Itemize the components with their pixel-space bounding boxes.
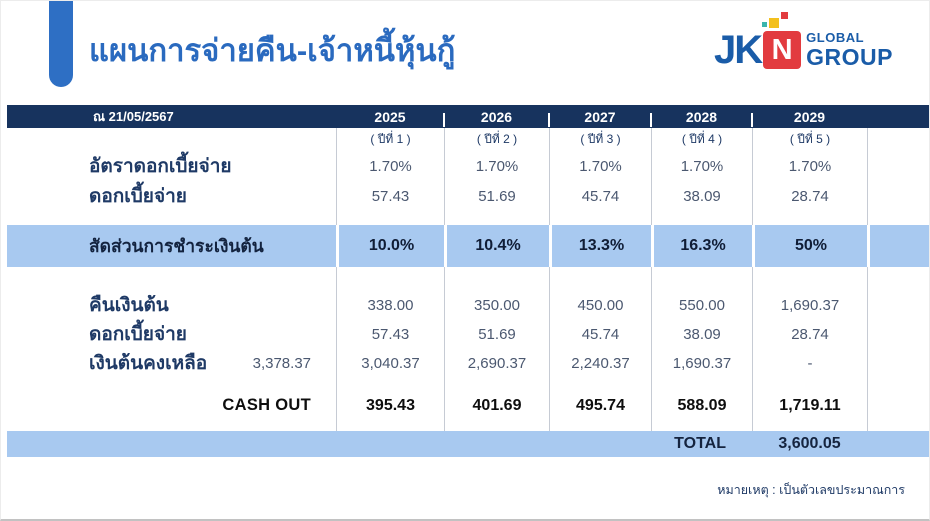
cell-value: 450.00 bbox=[577, 297, 624, 314]
repayment-table: ณ 21/05/2567 2025 2026 2027 2028 2029 ( … bbox=[7, 105, 929, 457]
cell-value: 1.70% bbox=[475, 158, 519, 175]
cell-value: 338.00 bbox=[367, 297, 414, 314]
cell-value: 350.00 bbox=[474, 297, 520, 314]
year-subtitle-5: ( ปีที่ 5 ) bbox=[789, 132, 831, 146]
row-principal-ratio-highlight: สัดส่วนการชำระเงินต้น 10.0% 10.4% 13.3% … bbox=[7, 225, 929, 267]
total-label: TOTAL bbox=[674, 435, 726, 452]
cell-value: 2,690.37 bbox=[467, 355, 527, 372]
opening-balance-value: 3,378.37 bbox=[252, 355, 311, 372]
year-subtitle-3: ( ปีที่ 3 ) bbox=[580, 132, 621, 146]
year-header-2026: 2026 bbox=[443, 109, 549, 127]
row-label: คืนเงินต้น bbox=[89, 294, 169, 316]
logo-pixel-red-icon bbox=[781, 12, 789, 19]
cell-value: 1.70% bbox=[369, 158, 412, 175]
row-label: CASH OUT bbox=[222, 396, 311, 414]
filler-cell bbox=[867, 320, 929, 349]
logo-pixel-teal-icon bbox=[762, 22, 768, 27]
year-subtitle-row: ( ปีที่ 1 ) ( ปีที่ 2 ) ( ปีที่ 3 ) ( ปี… bbox=[7, 128, 929, 151]
row-label: ดอกเบี้ยจ่าย bbox=[89, 185, 187, 207]
spacer-row bbox=[7, 378, 929, 390]
cell-value: 38.09 bbox=[683, 188, 721, 205]
jkn-global-group-logo: JK N GLOBAL GROUP bbox=[714, 12, 893, 72]
row-total: TOTAL 3,600.05 bbox=[7, 431, 929, 457]
title-accent-bar bbox=[49, 1, 73, 87]
cell-value: 45.74 bbox=[581, 326, 620, 343]
cell-value: 50% bbox=[794, 237, 828, 254]
spacer-row bbox=[7, 267, 929, 291]
cell-value: 28.74 bbox=[791, 188, 829, 205]
cell-value: 51.69 bbox=[478, 326, 516, 343]
row-interest-paid-2: ดอกเบี้ยจ่าย 57.43 51.69 45.74 38.09 28.… bbox=[7, 320, 929, 349]
year-header-2028: 2028 bbox=[650, 109, 752, 127]
cell-value: 1,719.11 bbox=[779, 396, 841, 414]
cell-value: 57.43 bbox=[371, 188, 410, 205]
cell-value: 1,690.37 bbox=[780, 297, 840, 314]
row-label: เงินต้นคงเหลือ bbox=[89, 352, 208, 374]
row-principal-return: คืนเงินต้น 338.00 350.00 450.00 550.00 1… bbox=[7, 291, 929, 320]
as-of-date: ณ 21/05/2567 bbox=[93, 109, 174, 124]
cell-value: 10.4% bbox=[475, 237, 521, 254]
table-header-row: ณ 21/05/2567 2025 2026 2027 2028 2029 bbox=[7, 105, 929, 128]
cell-value: 395.43 bbox=[366, 396, 415, 414]
cell-value: 1.70% bbox=[680, 158, 724, 175]
subtitle-spacer bbox=[7, 128, 336, 151]
cell-value: 495.74 bbox=[576, 396, 625, 414]
cell-value: - bbox=[807, 355, 813, 372]
logo-jk-text: JK bbox=[714, 28, 763, 72]
cell-value: 10.0% bbox=[368, 237, 415, 254]
footnote: หมายเหตุ : เป็นตัวเลขประมาณการ bbox=[717, 483, 905, 497]
spacer-row bbox=[7, 421, 929, 431]
cell-value: 38.09 bbox=[683, 326, 721, 343]
cell-value: 28.74 bbox=[791, 326, 829, 343]
row-label: อัตราดอกเบี้ยจ่าย bbox=[89, 155, 232, 177]
logo-global-text: GLOBAL bbox=[806, 30, 865, 45]
spacer-row bbox=[7, 211, 929, 225]
year-header-2027: 2027 bbox=[548, 109, 651, 127]
year-header-2025: 2025 bbox=[374, 108, 406, 125]
filler-cell bbox=[867, 225, 929, 267]
row-label: สัดส่วนการชำระเงินต้น bbox=[89, 236, 264, 256]
cell-value: 2,240.37 bbox=[571, 355, 630, 372]
cell-value: 588.09 bbox=[677, 396, 727, 414]
row-interest-paid: ดอกเบี้ยจ่าย 57.43 51.69 45.74 38.09 28.… bbox=[7, 182, 929, 211]
total-value: 3,600.05 bbox=[778, 435, 841, 452]
row-label: ดอกเบี้ยจ่าย bbox=[89, 323, 187, 345]
logo-group-text: GROUP bbox=[806, 44, 893, 70]
cell-value: 3,040.37 bbox=[361, 355, 420, 372]
year-subtitle-1: ( ปีที่ 1 ) bbox=[370, 132, 411, 146]
logo-n-badge: N bbox=[763, 31, 802, 69]
year-header-2029: 2029 bbox=[751, 109, 867, 127]
year-subtitle-2: ( ปีที่ 2 ) bbox=[476, 132, 518, 146]
row-principal-remaining: เงินต้นคงเหลือ 3,378.37 3,040.37 2,690.3… bbox=[7, 349, 929, 378]
filler-cell bbox=[867, 182, 929, 211]
cell-value: 45.74 bbox=[581, 188, 620, 205]
logo-pixel-yellow-icon bbox=[769, 18, 780, 28]
row-interest-rate: อัตราดอกเบี้ยจ่าย 1.70% 1.70% 1.70% 1.70… bbox=[7, 151, 929, 182]
filler-cell bbox=[867, 390, 929, 421]
logo-wordmark: GLOBAL GROUP bbox=[806, 31, 893, 69]
cell-value: 401.69 bbox=[472, 396, 522, 414]
cell-value: 51.69 bbox=[478, 188, 516, 205]
filler-cell bbox=[867, 151, 929, 182]
cell-value: 1,690.37 bbox=[672, 355, 732, 372]
filler-cell bbox=[867, 349, 929, 378]
year-subtitle-4: ( ปีที่ 4 ) bbox=[681, 132, 723, 146]
cell-value: 16.3% bbox=[680, 237, 726, 254]
page-title: แผนการจ่ายคืน-เจ้าหนี้หุ้นกู้ bbox=[89, 33, 456, 68]
filler-cell bbox=[867, 291, 929, 320]
cell-value: 550.00 bbox=[679, 297, 725, 314]
filler-cell bbox=[867, 128, 929, 151]
cell-value: 1.70% bbox=[788, 158, 832, 175]
row-cash-out: CASH OUT 395.43 401.69 495.74 588.09 1,7… bbox=[7, 390, 929, 421]
cell-value: 1.70% bbox=[579, 158, 622, 175]
cell-value: 13.3% bbox=[578, 237, 625, 254]
cell-value: 57.43 bbox=[371, 326, 410, 343]
logo-n-block: N bbox=[762, 12, 802, 69]
